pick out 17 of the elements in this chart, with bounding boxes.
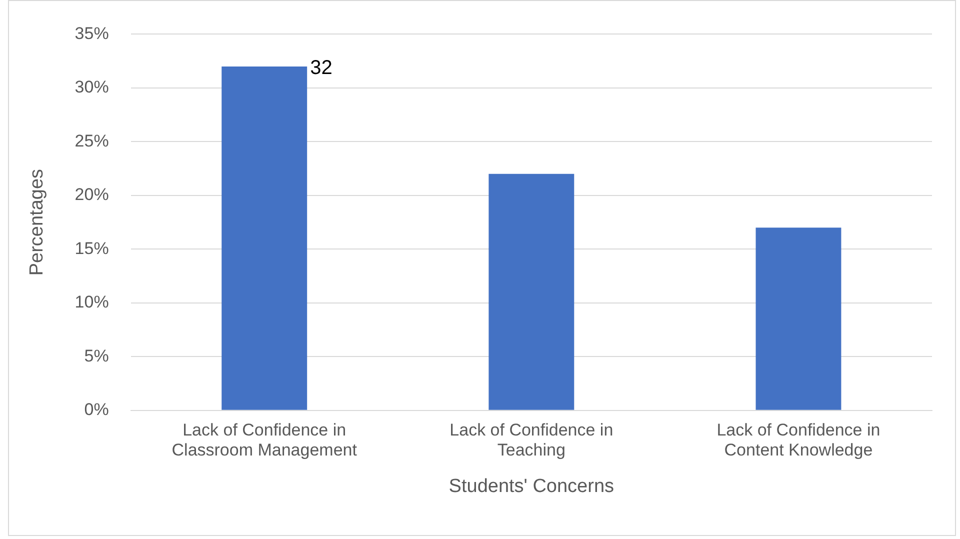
y-tick-label: 30% bbox=[74, 78, 109, 97]
y-axis-title: Percentages bbox=[26, 168, 48, 276]
y-tick-label: 10% bbox=[74, 292, 109, 312]
y-tick-label: 25% bbox=[74, 131, 109, 150]
y-tick-label: 0% bbox=[84, 400, 109, 420]
data-label: 32 bbox=[310, 56, 332, 79]
x-axis-title: Students' Concerns bbox=[448, 476, 614, 497]
x-tick-label: Lack of Confidence in Content Knowledge bbox=[716, 420, 880, 460]
y-tick-label: 5% bbox=[84, 346, 109, 366]
x-tick-label: Lack of Confidence in Teaching bbox=[450, 420, 614, 460]
bar bbox=[488, 174, 574, 410]
y-tick-label: 15% bbox=[74, 238, 109, 258]
x-tick-label: Lack of Confidence in Classroom Management bbox=[172, 420, 358, 460]
y-tick-label: 35% bbox=[74, 24, 109, 43]
bar bbox=[222, 66, 308, 410]
y-tick-label: 20% bbox=[74, 185, 109, 204]
bar bbox=[756, 228, 842, 410]
